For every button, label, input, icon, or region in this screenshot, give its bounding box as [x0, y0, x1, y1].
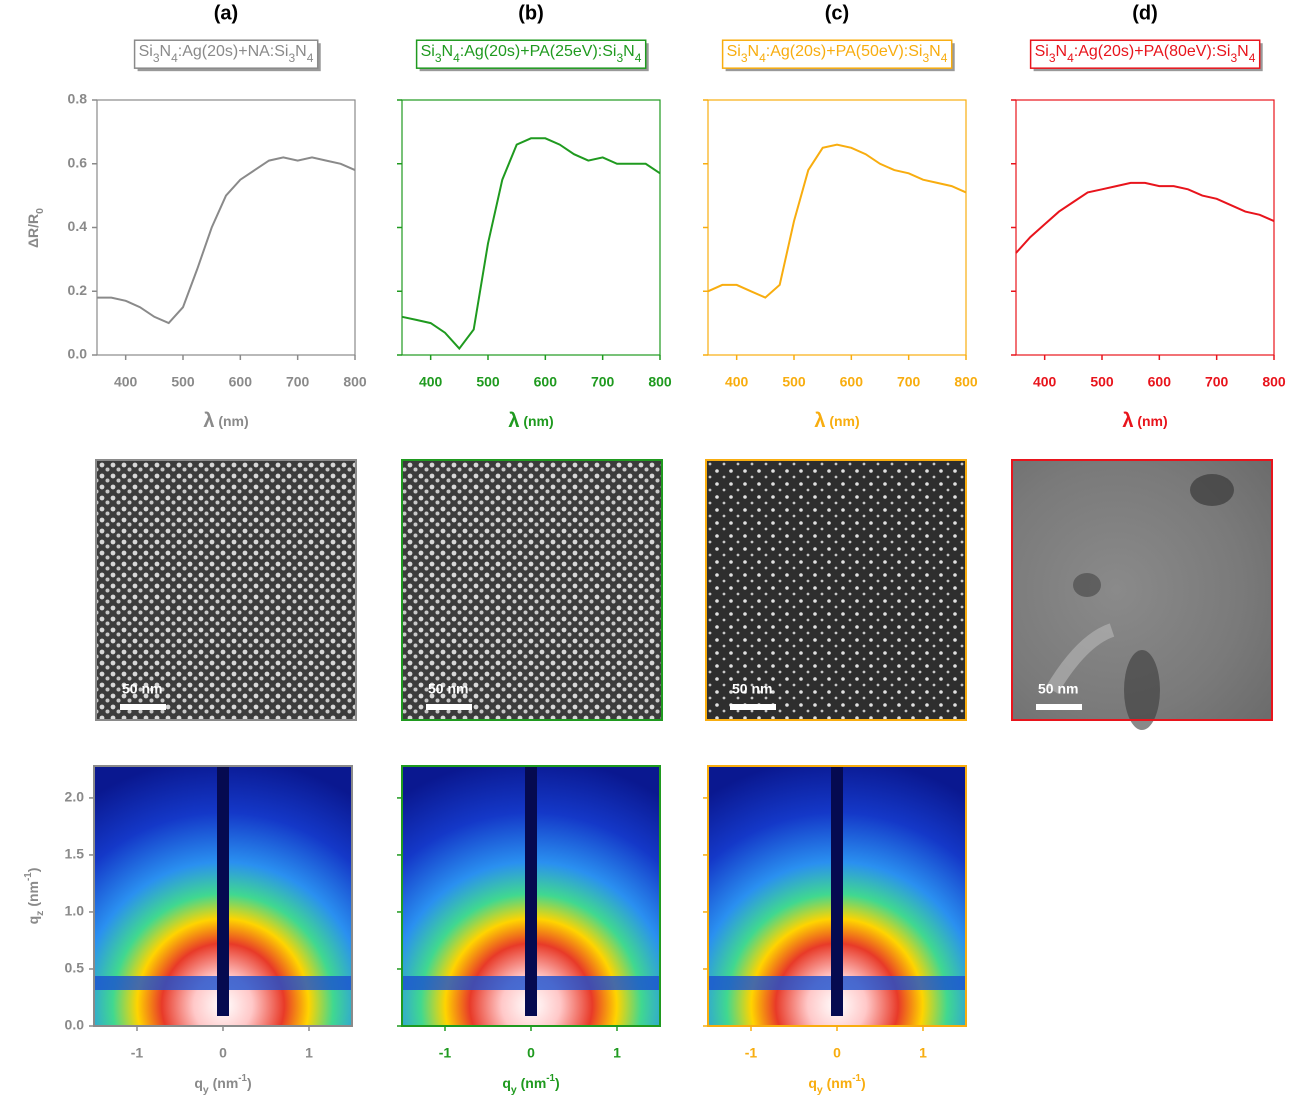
x-tick-label: -1 [131, 1045, 144, 1061]
plot-frame [1015, 99, 1275, 356]
x-axis-label: λ (nm) [203, 410, 248, 432]
x-tick-label: -1 [745, 1045, 758, 1061]
panel-label: (c) [825, 2, 849, 24]
label-box [133, 39, 319, 69]
x-tick-label: 800 [1262, 374, 1286, 390]
x-axis-label: λ (nm) [508, 410, 553, 432]
x-tick-label: 400 [725, 374, 749, 390]
sem-ridge [1045, 623, 1115, 694]
panel-label: (b) [518, 2, 544, 24]
plot-frame [96, 99, 356, 356]
scale-bar [1036, 704, 1082, 710]
image-frame [95, 459, 357, 721]
x-tick-label: 600 [229, 374, 253, 390]
x-tick-label: 400 [419, 374, 443, 390]
sample-label: Si3N4:Ag(20s)+PA(25eV):Si3N4 [421, 43, 642, 65]
y-tick-label: 1.0 [65, 903, 85, 919]
x-tick-label: 600 [534, 374, 558, 390]
x-tick-label: 800 [648, 374, 672, 390]
x-tick-label: 700 [1205, 374, 1229, 390]
y-tick-label: 0.6 [68, 154, 88, 170]
x-tick-label: 1 [919, 1045, 927, 1061]
x-axis-label: qy (nm-1) [194, 1073, 251, 1096]
x-tick-label: 500 [1090, 374, 1114, 390]
scale-bar [426, 704, 472, 710]
label-box [415, 39, 647, 69]
y-tick-label: 0.8 [68, 91, 88, 107]
x-axis-label: λ (nm) [814, 410, 859, 432]
gisaxs-beamstop [217, 766, 229, 1016]
x-tick-label: 1 [613, 1045, 621, 1061]
y-tick-label: 2.0 [65, 789, 85, 805]
spectrum-line [97, 156, 356, 325]
spectrum-line [707, 143, 967, 299]
y-tick-label: 0.5 [65, 960, 85, 976]
scale-bar [730, 704, 776, 710]
x-tick-label: 0 [527, 1045, 535, 1061]
image-frame [401, 459, 663, 721]
sem-image [402, 460, 662, 720]
y-tick-label: 0.0 [65, 1017, 85, 1033]
sem-blotch [1073, 573, 1101, 597]
sample-label: Si3N4:Ag(20s)+PA(80eV):Si3N4 [1035, 43, 1256, 65]
y-tick-label: 1.5 [65, 846, 85, 862]
x-tick-label: 0 [219, 1045, 227, 1061]
x-tick-label: 600 [840, 374, 864, 390]
y-axis-label: qz (nm-1) [23, 868, 46, 925]
sem-blotch [1190, 474, 1234, 506]
x-axis-label: qy (nm-1) [808, 1073, 865, 1096]
scale-bar-label: 50 nm [1038, 681, 1078, 697]
gisaxs-beamstop [831, 766, 843, 1016]
sem-image [96, 460, 356, 720]
x-tick-label: -1 [439, 1045, 452, 1061]
scale-bar-label: 50 nm [122, 681, 162, 697]
x-tick-label: 800 [343, 374, 367, 390]
x-tick-label: 800 [954, 374, 978, 390]
sem-image [706, 460, 966, 720]
y-tick-label: 0.4 [68, 218, 88, 234]
label-box [721, 39, 953, 69]
panel-label: (a) [214, 2, 238, 24]
sample-label: Si3N4:Ag(20s)+PA(50eV):Si3N4 [727, 43, 948, 65]
sample-label: Si3N4:Ag(20s)+NA:Si3N4 [139, 43, 314, 65]
gisaxs-beamstop [525, 766, 537, 1016]
x-tick-label: 1 [305, 1045, 313, 1061]
x-tick-label: 700 [286, 374, 310, 390]
plot-frame [707, 99, 967, 356]
scale-bar-label: 50 nm [428, 681, 468, 697]
x-tick-label: 600 [1148, 374, 1172, 390]
x-tick-label: 500 [476, 374, 500, 390]
x-tick-label: 500 [782, 374, 806, 390]
spectrum-line [1015, 181, 1275, 254]
image-frame [1011, 459, 1273, 721]
y-axis-label: ΔR/R0 [25, 208, 46, 248]
x-tick-label: 400 [114, 374, 138, 390]
scale-bar [120, 704, 166, 710]
x-tick-label: 400 [1033, 374, 1057, 390]
panel-label: (d) [1132, 2, 1158, 24]
label-box [1029, 39, 1261, 69]
spectrum-line [401, 137, 661, 351]
y-tick-label: 0.0 [68, 346, 88, 362]
x-axis-label: λ (nm) [1122, 410, 1167, 432]
image-frame [705, 459, 967, 721]
x-tick-label: 700 [897, 374, 921, 390]
sem-blotch [1124, 650, 1160, 730]
x-tick-label: 500 [171, 374, 195, 390]
y-tick-label: 0.2 [68, 282, 88, 298]
x-tick-label: 700 [591, 374, 615, 390]
scale-bar-label: 50 nm [732, 681, 772, 697]
x-axis-label: qy (nm-1) [502, 1073, 559, 1096]
x-tick-label: 0 [833, 1045, 841, 1061]
